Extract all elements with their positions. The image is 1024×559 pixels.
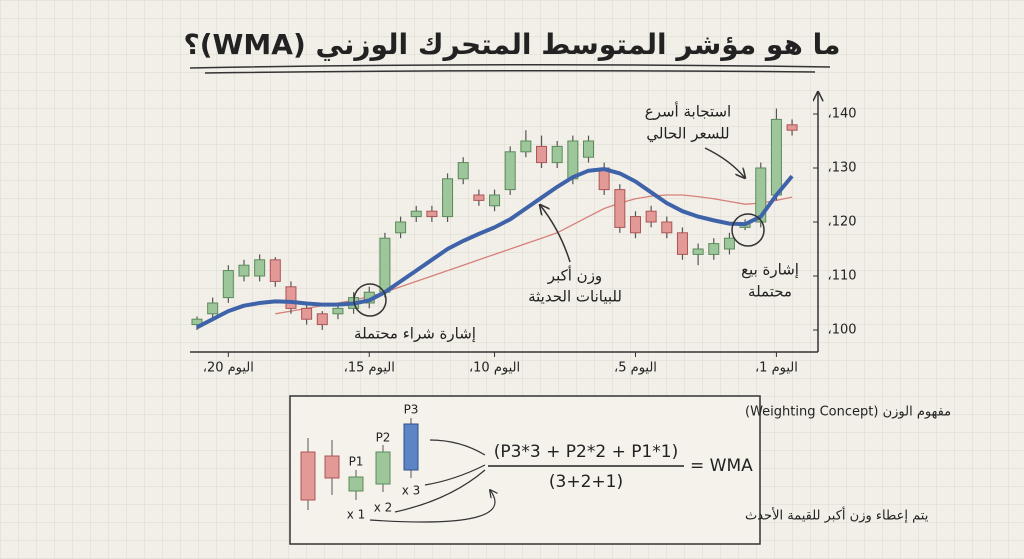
- arrow: [540, 205, 571, 263]
- equals: = WMA: [690, 456, 753, 476]
- x-tick-label: اليوم 1،: [755, 361, 798, 376]
- denominator: (3+2+1): [549, 472, 623, 492]
- candle-body: [473, 194, 485, 201]
- inset-title: مفهوم الوزن (Weighting Concept): [745, 405, 951, 420]
- candle-body: [410, 210, 422, 218]
- candle-body: [755, 167, 767, 223]
- candle-body: [614, 189, 626, 228]
- annotation: إشارة شراء محتملة: [354, 325, 476, 343]
- inset-box: [289, 395, 761, 545]
- y-tick-label: 110،: [827, 269, 856, 284]
- p-label: P1: [349, 455, 364, 469]
- annotation: محتملة: [748, 283, 792, 301]
- candle-body: [269, 259, 281, 282]
- arrow: [704, 147, 745, 178]
- candle-body: [692, 248, 704, 255]
- y-tick-label: 120،: [827, 215, 856, 230]
- candle-body: [207, 302, 219, 315]
- multiplier: x 3: [402, 484, 421, 498]
- candle-body: [629, 216, 641, 234]
- annotation: للبيانات الحديثة: [528, 288, 622, 306]
- chart-title: ما هو مؤشر المتوسط المتحرك الوزني (WMA)؟: [184, 28, 841, 61]
- candle-icon: [375, 451, 391, 485]
- candle-body: [583, 140, 594, 158]
- candle-body: [786, 124, 798, 131]
- candle-body: [708, 243, 720, 255]
- average-line: [275, 194, 793, 315]
- annotation: استجابة أسرع: [645, 102, 731, 121]
- candle-body: [222, 270, 234, 299]
- candle-body: [661, 221, 673, 234]
- candle-body: [442, 178, 454, 218]
- p-label: P2: [376, 431, 391, 445]
- candle-body: [520, 140, 532, 153]
- candle-icon: [403, 423, 419, 471]
- candle-body: [254, 259, 266, 277]
- candle-icon: [324, 455, 340, 479]
- title-underline: [189, 63, 831, 74]
- candle-body: [395, 221, 407, 234]
- multiplier: x 2: [374, 501, 393, 515]
- p-label: P3: [404, 403, 419, 417]
- candle-body: [489, 194, 501, 207]
- annotation: وزن أكبر: [547, 266, 602, 285]
- candle-body: [536, 145, 548, 164]
- candle-body: [551, 145, 563, 164]
- candle-body: [316, 313, 328, 326]
- candle-body: [457, 162, 469, 180]
- candle-body: [301, 307, 313, 320]
- candle-body: [504, 151, 516, 191]
- annotation: إشارة بيع: [741, 261, 799, 279]
- candle-body: [567, 140, 579, 180]
- note: يتم إعطاء وزن أكبر للقيمة الأحدث: [745, 507, 929, 524]
- candle-body: [285, 286, 297, 309]
- x-tick-label: اليوم 5،: [614, 361, 657, 376]
- candle-body: [332, 307, 344, 315]
- candle-body: [426, 210, 438, 218]
- annotation: للسعر الحالي: [646, 125, 729, 144]
- wma-line: [196, 167, 794, 330]
- y-tick-label: 100،: [827, 323, 856, 338]
- candle-body: [645, 210, 657, 223]
- candle-body: [191, 318, 203, 326]
- candle-body: [676, 232, 688, 255]
- y-tick-label: 140،: [827, 107, 856, 122]
- x-tick-label: اليوم 20،: [203, 361, 254, 376]
- y-tick-label: 130،: [827, 161, 856, 176]
- candle-body: [723, 237, 735, 250]
- multiplier: x 1: [347, 508, 366, 522]
- candle-icon: [300, 451, 316, 501]
- sell-circle: [731, 213, 765, 247]
- arrow: [369, 439, 495, 523]
- candle-icon: [348, 476, 364, 492]
- candle-body: [379, 237, 391, 293]
- candle-body: [238, 264, 250, 277]
- numerator: (P3*3 + P2*2 + P1*1): [494, 442, 679, 462]
- x-tick-label: اليوم 15،: [344, 361, 395, 376]
- candle-body: [770, 118, 782, 196]
- x-tick-label: اليوم 10،: [469, 361, 520, 376]
- inset: مفهوم الوزن (Weighting Concept) P1 P2 P3…: [289, 395, 951, 545]
- buy-circle: [353, 283, 387, 317]
